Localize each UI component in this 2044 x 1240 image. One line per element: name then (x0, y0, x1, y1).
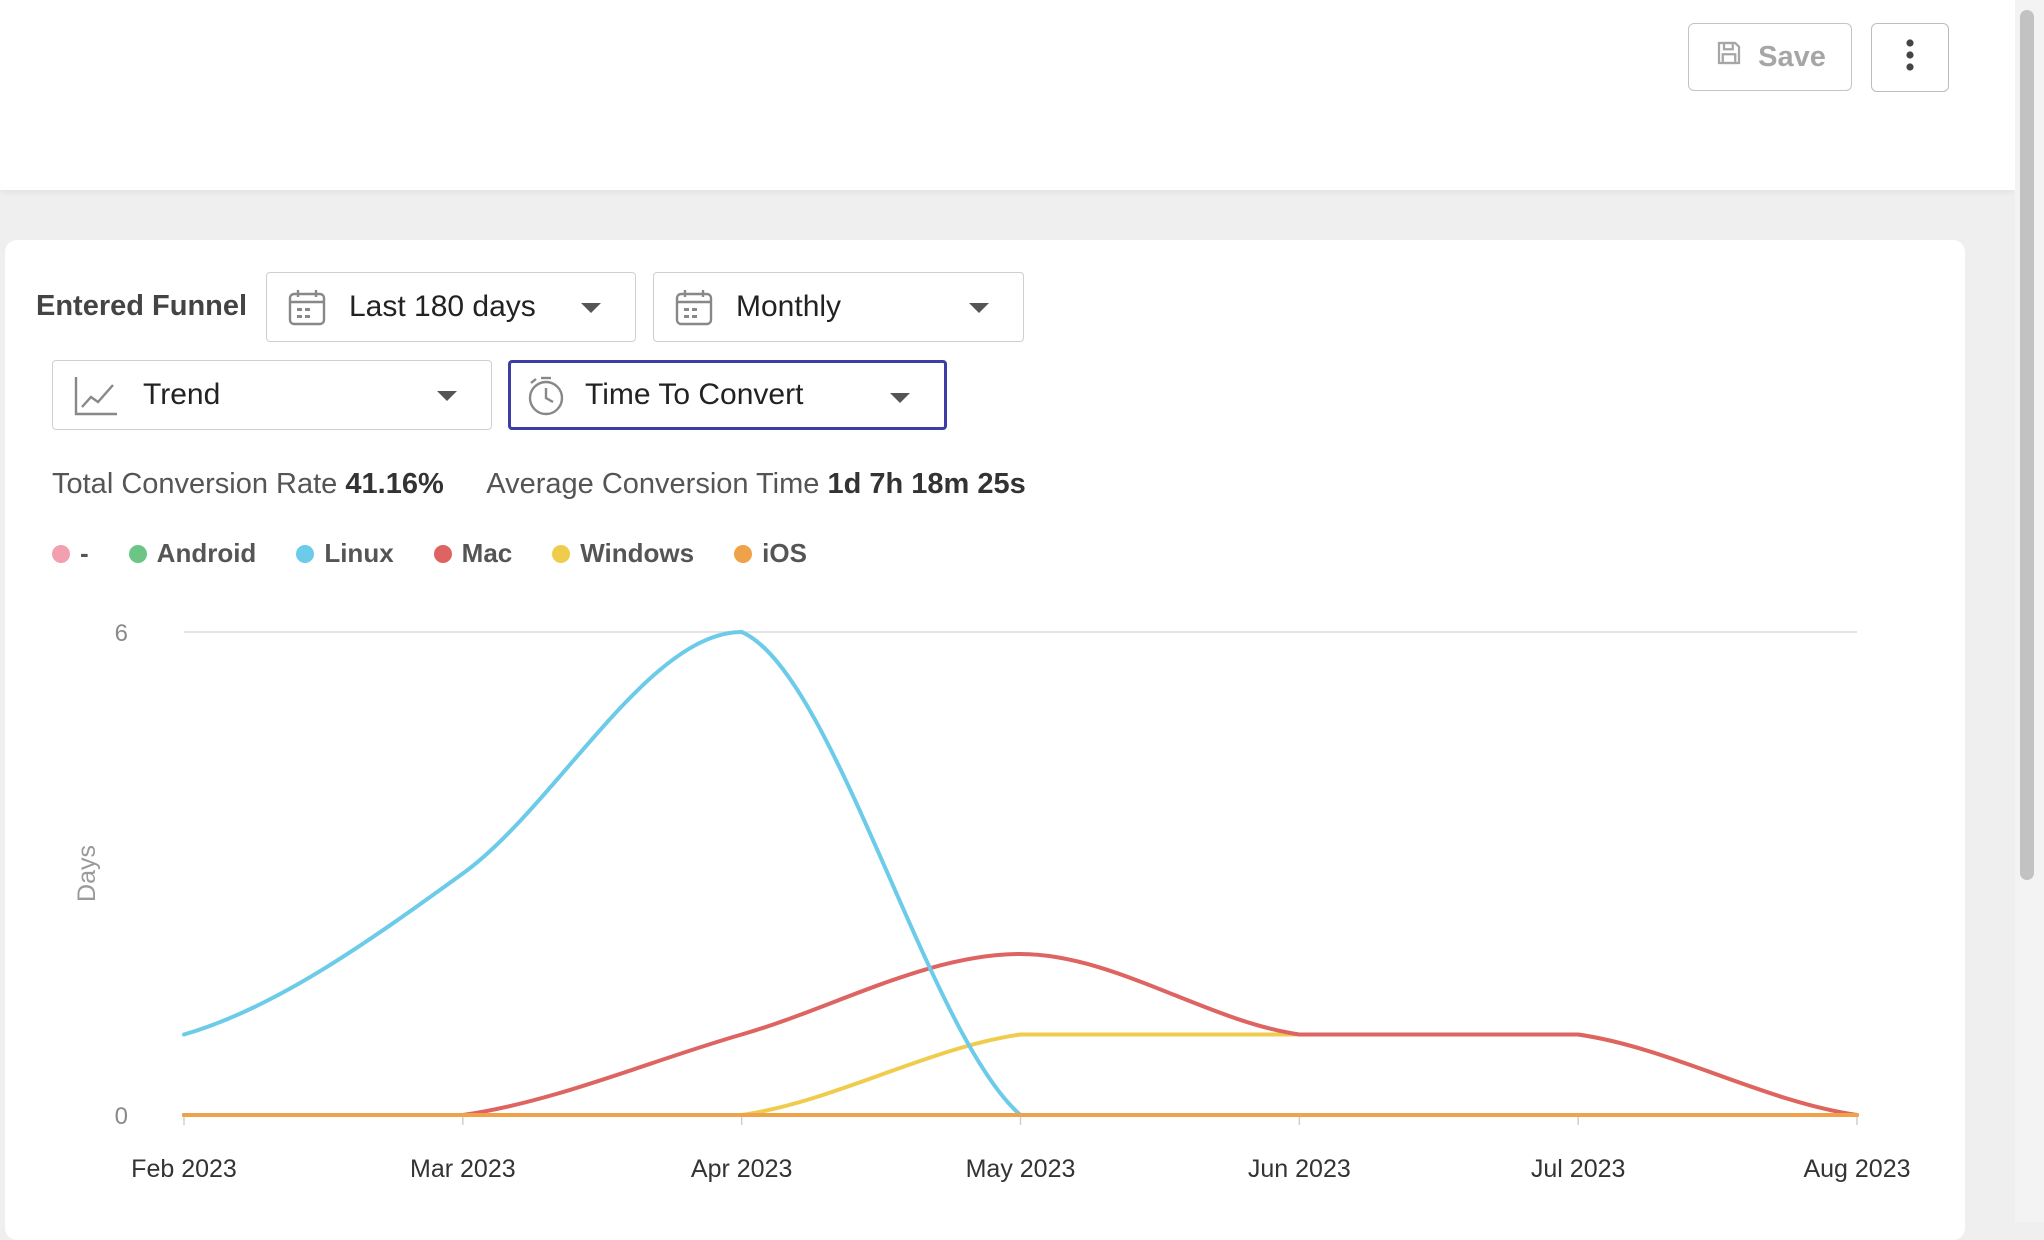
save-label: Save (1758, 40, 1826, 73)
legend-item-windows[interactable]: Windows (552, 538, 694, 569)
x-tick-label: Jul 2023 (1531, 1155, 1626, 1183)
legend-label: - (80, 538, 89, 568)
view-type-label: Trend (143, 378, 221, 411)
conversion-rate-value: 41.16% (345, 468, 444, 500)
y-tick-label: 6 (115, 620, 128, 647)
date-range-dropdown[interactable]: Last 180 days (266, 272, 636, 342)
interval-label: Monthly (736, 290, 842, 323)
x-tick-label: Apr 2023 (691, 1155, 792, 1183)
legend-label: Android (156, 538, 257, 568)
stopwatch-icon (525, 375, 567, 422)
legend-item-android[interactable]: Android (128, 538, 257, 569)
series-line-windows (182, 1032, 1859, 1117)
legend-label: Windows (580, 538, 695, 568)
save-icon (1714, 38, 1744, 76)
chevron-down-icon (969, 303, 989, 313)
legend-dot (734, 544, 753, 563)
more-options-button[interactable] (1871, 23, 1949, 92)
chevron-down-icon (437, 391, 457, 401)
legend-dot (52, 544, 70, 563)
legend-dot (433, 544, 452, 563)
y-axis-label: Days (73, 845, 101, 902)
legend-label: Linux (324, 538, 394, 568)
chart-legend: - Android Linux Mac Windows iOS (52, 538, 807, 569)
y-tick-label: 0 (115, 1103, 128, 1130)
conversion-stats: Total Conversion Rate 41.16% Average Con… (52, 468, 1026, 501)
trend-chart-icon (73, 375, 119, 422)
legend-item-ios[interactable]: iOS (734, 538, 807, 569)
legend-dot (296, 544, 315, 563)
interval-dropdown[interactable]: Monthly (653, 272, 1024, 342)
metric-label: Time To Convert (585, 378, 804, 411)
chevron-down-icon (890, 393, 910, 403)
x-tick-label: Mar 2023 (410, 1155, 516, 1183)
series-line-linux (182, 629, 1859, 1117)
scrollbar-thumb[interactable] (2020, 10, 2034, 880)
legend-item-none[interactable]: - (52, 538, 89, 569)
time-to-convert-chart: Feb 2023 Mar 2023 Apr 2023 May 2023 Jun 2023… (73, 620, 1911, 1183)
x-tick-label: Aug 2023 (1803, 1155, 1910, 1183)
legend-label: Mac (461, 538, 513, 568)
x-tick-label: Jun 2023 (1248, 1155, 1351, 1183)
legend-label: iOS (762, 538, 807, 568)
conversion-rate-label: Total Conversion Rate (52, 468, 338, 500)
top-bar (0, 0, 2015, 190)
avg-time-label: Average Conversion Time (486, 468, 820, 500)
legend-item-mac[interactable]: Mac (433, 538, 513, 569)
calendar-icon (674, 287, 714, 332)
avg-time-value: 1d 7h 18m 25s (827, 468, 1026, 500)
metric-dropdown[interactable]: Time To Convert (508, 360, 947, 430)
x-tick-label: May 2023 (966, 1155, 1076, 1183)
legend-item-linux[interactable]: Linux (296, 538, 394, 569)
view-type-dropdown[interactable]: Trend (52, 360, 492, 430)
date-range-label: Last 180 days (349, 290, 536, 323)
save-button[interactable]: Save (1688, 23, 1852, 91)
chevron-down-icon (581, 303, 601, 313)
legend-dot (128, 544, 147, 563)
more-vertical-icon (1905, 38, 1915, 77)
legend-dot (552, 544, 571, 563)
calendar-icon (287, 287, 327, 332)
x-tick-label: Feb 2023 (131, 1155, 237, 1183)
entered-funnel-label: Entered Funnel (36, 290, 248, 322)
